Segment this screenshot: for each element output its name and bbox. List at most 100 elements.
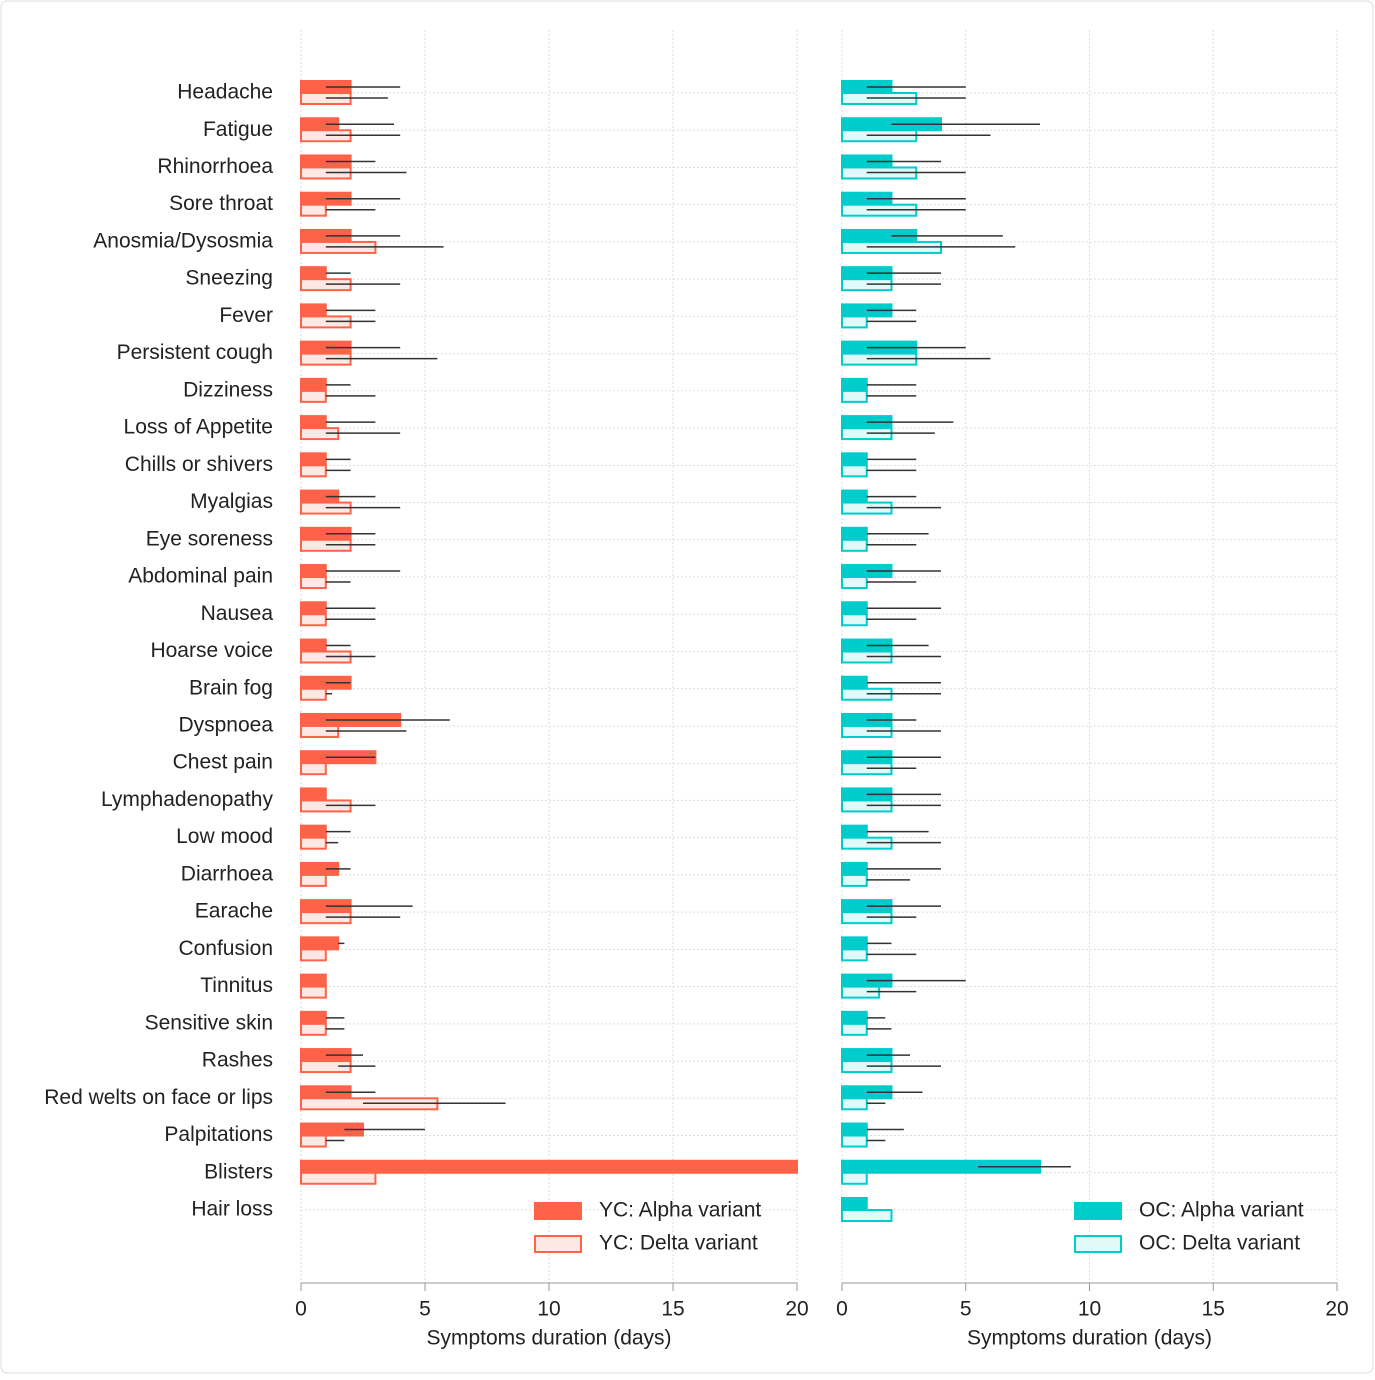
bar: [300, 266, 327, 281]
bar: [300, 1022, 327, 1036]
bar: [841, 1010, 868, 1025]
category-label: Chest pain: [173, 751, 273, 774]
bar: [841, 389, 868, 403]
bar: [300, 389, 327, 403]
category-label: Fatigue: [203, 118, 273, 141]
bar: [300, 787, 327, 802]
category-label: Blisters: [204, 1160, 273, 1183]
category-label: Brain fog: [189, 676, 273, 699]
bar: [300, 464, 327, 478]
legend-label: YC: Alpha variant: [599, 1199, 761, 1222]
legend-label: YC: Delta variant: [599, 1232, 758, 1255]
bar: [841, 1209, 893, 1222]
legend-swatch: [534, 1235, 582, 1253]
bar: [300, 564, 327, 579]
legend-label: OC: Alpha variant: [1139, 1199, 1304, 1222]
bar: [841, 873, 868, 887]
bar: [841, 377, 868, 392]
category-label: Anosmia/Dysosmia: [93, 229, 273, 252]
category-label: Headache: [177, 81, 273, 104]
bar: [841, 315, 868, 329]
category-label: Dizziness: [183, 378, 273, 401]
bar: [300, 824, 327, 839]
x-tick-label: 10: [537, 1298, 560, 1321]
x-tick-label: 15: [661, 1298, 684, 1321]
category-label: Chills or shivers: [125, 453, 273, 476]
category-label: Loss of Appetite: [124, 416, 273, 439]
legend-label: OC: Delta variant: [1139, 1232, 1300, 1255]
bar: [841, 1171, 868, 1185]
bar: [841, 948, 868, 962]
bar: [300, 1159, 798, 1174]
bar: [841, 452, 868, 467]
bar: [300, 613, 327, 627]
category-label: Red welts on face or lips: [44, 1086, 273, 1109]
x-axis-label: Symptoms duration (days): [426, 1327, 671, 1350]
bar: [300, 985, 327, 999]
category-label: Lymphadenopathy: [101, 788, 274, 811]
category-label: Myalgias: [190, 490, 273, 513]
category-label: Abdominal pain: [128, 565, 273, 588]
legend-swatch: [1074, 1202, 1122, 1220]
category-label: Hair loss: [191, 1198, 273, 1221]
category-label: Sneezing: [185, 267, 273, 290]
bar: [300, 576, 327, 590]
category-label: Nausea: [201, 602, 274, 625]
legend-swatch: [1074, 1235, 1122, 1253]
bar: [841, 613, 868, 627]
category-label: Rhinorrhoea: [157, 155, 273, 178]
x-tick-label: 5: [960, 1298, 972, 1321]
bar: [300, 948, 327, 962]
x-axis-label: Symptoms duration (days): [967, 1327, 1212, 1350]
bar: [300, 1134, 327, 1148]
x-tick-label: 0: [836, 1298, 848, 1321]
bar: [841, 538, 868, 552]
legend-swatch: [534, 1202, 582, 1220]
category-label: Sensitive skin: [145, 1011, 273, 1034]
bar: [300, 415, 327, 430]
bar: [841, 1097, 868, 1111]
bar: [841, 1122, 868, 1137]
category-label: Confusion: [178, 937, 273, 960]
category-label: Hoarse voice: [150, 639, 273, 662]
bar: [841, 1022, 868, 1036]
x-tick-label: 20: [785, 1298, 808, 1321]
category-label: Dyspnoea: [178, 714, 273, 737]
category-label: Diarrhoea: [181, 862, 274, 885]
category-label: Tinnitus: [200, 974, 273, 997]
bar: [841, 675, 868, 690]
bar: [841, 861, 868, 876]
bar: [841, 526, 868, 541]
category-label: Persistent cough: [117, 341, 273, 364]
bar: [300, 762, 327, 776]
category-label: Palpitations: [164, 1123, 273, 1146]
bar: [300, 638, 327, 653]
x-tick-label: 5: [419, 1298, 431, 1321]
bar: [300, 836, 327, 850]
bar: [300, 1010, 327, 1025]
bar: [841, 824, 868, 839]
category-label: Low mood: [176, 825, 273, 848]
bar: [841, 489, 868, 504]
category-label: Earache: [195, 900, 273, 923]
bar: [841, 936, 868, 951]
bar: [300, 303, 327, 318]
bar: [841, 464, 868, 478]
bar: [841, 576, 868, 590]
x-tick-label: 0: [295, 1298, 307, 1321]
bar: [300, 601, 327, 616]
category-label: Eye soreness: [146, 527, 273, 550]
bar: [300, 936, 340, 951]
x-tick-label: 10: [1078, 1298, 1101, 1321]
x-tick-label: 20: [1325, 1298, 1348, 1321]
category-label: Fever: [219, 304, 273, 327]
bar: [300, 1171, 377, 1185]
x-tick-label: 15: [1202, 1298, 1225, 1321]
bar: [300, 873, 327, 887]
bar: [300, 377, 327, 392]
bar: [300, 687, 327, 701]
bar: [841, 1197, 868, 1211]
bar: [841, 1134, 868, 1148]
bar: [300, 452, 327, 467]
